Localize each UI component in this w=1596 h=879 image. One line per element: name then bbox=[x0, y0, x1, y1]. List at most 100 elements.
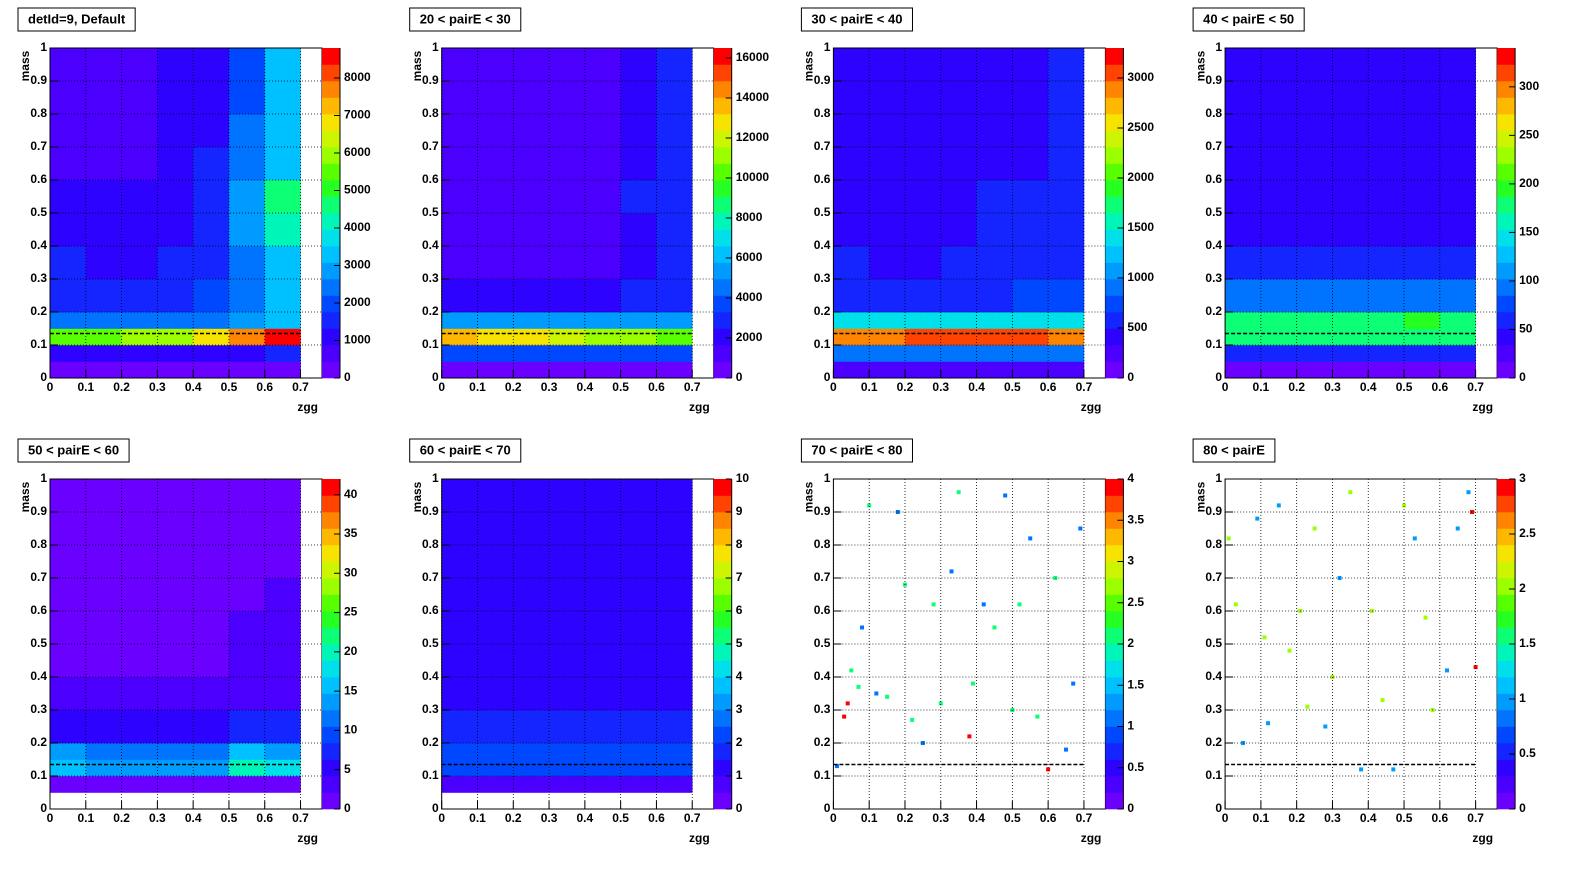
cell bbox=[441, 759, 478, 777]
y-tick-label: 1 bbox=[40, 40, 47, 54]
palette-step bbox=[713, 611, 732, 628]
palette-step bbox=[1105, 97, 1124, 115]
z-tick-label: 0.5 bbox=[1519, 746, 1536, 760]
cell bbox=[1296, 213, 1333, 247]
title: 70 < pairE < 80 bbox=[800, 438, 913, 463]
cell bbox=[656, 644, 693, 678]
z-tick-label: 2 bbox=[1127, 636, 1134, 650]
z-tick-label: 1500 bbox=[1127, 220, 1154, 234]
cell bbox=[477, 759, 514, 777]
z-tick-label: 0 bbox=[344, 801, 351, 815]
x-tick-label: 0.2 bbox=[505, 380, 522, 394]
cell bbox=[157, 512, 194, 546]
y-tick-label: 0.6 bbox=[1205, 603, 1222, 617]
title: 40 < pairE < 50 bbox=[1192, 7, 1305, 32]
cell bbox=[584, 776, 621, 793]
cell bbox=[85, 759, 122, 777]
cell bbox=[228, 743, 266, 760]
cell bbox=[584, 611, 621, 645]
x-tick-label: 0.2 bbox=[113, 811, 130, 825]
title: detId=9, Default bbox=[17, 7, 136, 32]
x-tick-label: 0.3 bbox=[149, 811, 166, 825]
cell bbox=[1404, 48, 1441, 82]
palette-step bbox=[713, 759, 732, 777]
cell bbox=[1048, 147, 1085, 181]
cell bbox=[477, 611, 514, 645]
cell bbox=[121, 213, 158, 247]
cell bbox=[121, 345, 158, 362]
bin bbox=[938, 701, 943, 706]
x-tick-label: 0.5 bbox=[612, 811, 629, 825]
panel: 0 0.1 0.2 0.3 0.4 0.5 0.6 0.7 0 0.1 0.2 0.3 0.4 0.5 0.… bbox=[409, 7, 769, 414]
cell bbox=[869, 81, 906, 115]
palette-step bbox=[322, 710, 340, 727]
cell bbox=[441, 279, 478, 313]
y-tick-label: 0.8 bbox=[422, 106, 439, 120]
cell bbox=[584, 512, 621, 546]
cell bbox=[1012, 279, 1049, 313]
cell bbox=[976, 213, 1013, 247]
palette-step bbox=[1497, 163, 1516, 181]
cell bbox=[869, 147, 906, 181]
palette-step bbox=[1497, 81, 1516, 98]
cell bbox=[549, 81, 586, 115]
x-axis-label: zgg bbox=[1472, 831, 1493, 845]
cell bbox=[50, 611, 87, 645]
cell bbox=[50, 759, 87, 777]
bin bbox=[842, 714, 847, 719]
cell bbox=[584, 246, 621, 280]
y-tick-label: 0.9 bbox=[30, 504, 47, 518]
cell bbox=[477, 345, 514, 362]
cell bbox=[477, 180, 514, 214]
x-tick-label: 0.6 bbox=[1040, 380, 1057, 394]
cell bbox=[940, 246, 977, 280]
cell bbox=[1048, 180, 1085, 214]
palette-step bbox=[322, 345, 340, 362]
cell bbox=[940, 81, 977, 115]
cell bbox=[50, 512, 87, 546]
title-box bbox=[17, 7, 136, 32]
palette-step bbox=[713, 279, 732, 296]
y-tick-label: 0.3 bbox=[814, 702, 831, 716]
palette-step bbox=[713, 660, 732, 678]
chart-title: 20 < pairE < 30 bbox=[420, 11, 511, 26]
cell bbox=[264, 328, 301, 346]
x-axis-label: zgg bbox=[297, 831, 318, 845]
cell bbox=[121, 328, 158, 346]
z-tick-label: 1000 bbox=[344, 333, 371, 347]
y-tick-label: 0.1 bbox=[422, 768, 439, 782]
bin bbox=[1380, 698, 1385, 703]
cell bbox=[549, 328, 586, 346]
x-tick-label: 0.6 bbox=[1040, 811, 1057, 825]
cell bbox=[477, 710, 514, 744]
cell bbox=[869, 279, 906, 313]
cell bbox=[904, 48, 942, 82]
cell bbox=[1296, 147, 1333, 181]
palette-step bbox=[1497, 545, 1516, 562]
y-tick-label: 0.7 bbox=[30, 570, 47, 584]
chart-title: detId=9, Default bbox=[28, 11, 126, 26]
cell bbox=[477, 114, 514, 148]
cell bbox=[940, 328, 977, 346]
y-tick-label: 0.8 bbox=[30, 537, 47, 551]
cell bbox=[1439, 147, 1476, 181]
cell bbox=[904, 312, 942, 329]
z-tick-label: 500 bbox=[1127, 320, 1147, 334]
palette-step bbox=[1497, 246, 1516, 263]
palette-step bbox=[713, 512, 732, 529]
palette-step bbox=[322, 328, 340, 346]
cell bbox=[228, 48, 266, 82]
cell bbox=[1296, 246, 1333, 280]
cell bbox=[620, 545, 657, 579]
cell bbox=[193, 48, 230, 82]
palette-step bbox=[322, 578, 340, 595]
cell bbox=[264, 180, 301, 214]
cell bbox=[477, 312, 514, 329]
palette-step bbox=[1497, 594, 1516, 612]
cell bbox=[1404, 328, 1441, 346]
cell bbox=[157, 361, 194, 379]
bin bbox=[967, 734, 972, 739]
palette-step bbox=[713, 130, 732, 148]
title: 80 < pairE bbox=[1192, 438, 1276, 463]
